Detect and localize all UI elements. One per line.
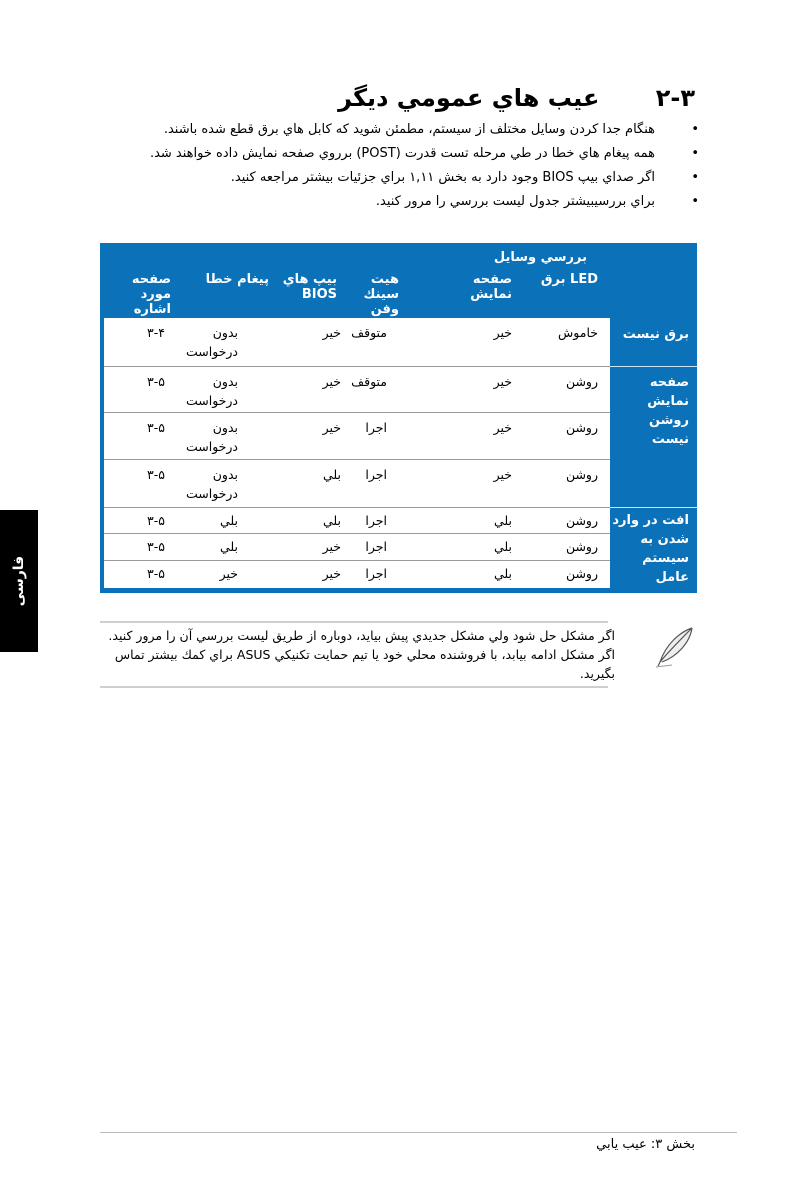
table-cell: بدون درخواست xyxy=(185,467,238,501)
table-cell: بلي xyxy=(322,467,341,482)
header-bios-beeps: بيپ هاي BIOS xyxy=(282,272,337,302)
table-cell: بلي xyxy=(219,513,238,528)
footer-text: بخش ۳: عيب يابي xyxy=(596,1137,695,1152)
table-cell: متوقف xyxy=(351,325,387,340)
language-tab-label: فارسی xyxy=(11,555,27,607)
table-cell: روشن xyxy=(565,374,598,389)
table-row: خاموش خير متوقف خير بدون درخواست ۳-۴ xyxy=(104,318,610,366)
table-cell: خير xyxy=(322,325,341,340)
table-row: روشن خير اجرا بلي بدون درخواست ۳-۵ xyxy=(104,459,610,508)
header-display: صفحه نمايش xyxy=(470,272,512,302)
table-cell: خير xyxy=(493,420,512,435)
table-cell: بلي xyxy=(493,539,512,554)
header-heatsink: هيت سينك وفن xyxy=(363,272,399,317)
table-cell: بلي xyxy=(322,513,341,528)
table-cell: اجرا xyxy=(365,539,387,554)
language-tab: فارسی xyxy=(0,510,38,652)
bullet-list: هنگام جدا كردن وسايل مختلف از سيستم، مطم… xyxy=(59,118,699,214)
table-cell: خير xyxy=(493,467,512,482)
group-label: صفحه نمايش روشن نيست xyxy=(647,375,689,447)
bullet-item: براي بررسيبيشتر جدول ليست بررسي را مرور … xyxy=(59,190,699,214)
table-row: روشن بلي اجرا بلي بلي ۳-۵ xyxy=(104,507,610,534)
table-cell: خاموش xyxy=(558,325,598,340)
group-header: بررسي وسايل xyxy=(493,250,587,265)
table-row: روشن بلي اجرا خير بلي ۳-۵ xyxy=(104,533,610,561)
feather-icon xyxy=(655,627,693,668)
table-cell: بدون درخواست xyxy=(185,420,238,454)
table-cell: خير xyxy=(493,325,512,340)
table-cell: خير xyxy=(322,420,341,435)
header-led: LED برق xyxy=(540,272,598,287)
bullet-item: همه پيغام هاي خطا در طي مرحله تست قدرت (… xyxy=(59,142,699,166)
group-label: افت در وارد شدن به سيستم عامل xyxy=(612,513,689,585)
table-cell: اجرا xyxy=(365,513,387,528)
table-cell: خير xyxy=(322,374,341,389)
header-error: پيغام خطا xyxy=(205,272,269,287)
table-cell: ۳-۵ xyxy=(147,539,165,554)
table-cell: ۳-۵ xyxy=(147,467,165,482)
note-text: اگر مشكل حل شود ولي مشكل جديدي پيش بيايد… xyxy=(108,628,615,681)
section-heading: ۲-۳ عيب هاي عمومي ديگر xyxy=(338,84,695,112)
section-number: ۲-۳ xyxy=(655,84,695,112)
table-cell: خير xyxy=(493,374,512,389)
table-cell: ۳-۵ xyxy=(147,566,165,581)
table-cell: متوقف xyxy=(351,374,387,389)
table-cell: روشن xyxy=(565,420,598,435)
table-cell: اجرا xyxy=(365,420,387,435)
table-cell: اجرا xyxy=(365,566,387,581)
bullet-item: هنگام جدا كردن وسايل مختلف از سيستم، مطم… xyxy=(59,118,699,142)
header-page: صفحه مورد اشاره xyxy=(131,272,171,317)
table-cell: روشن xyxy=(565,513,598,528)
table-cell: بلي xyxy=(219,539,238,554)
table-cell: روشن xyxy=(565,539,598,554)
table-cell: بلي xyxy=(493,566,512,581)
table-cell: خير xyxy=(322,566,341,581)
table-body: خاموش خير متوقف خير بدون درخواست ۳-۴ روشن خير مت… xyxy=(104,318,610,588)
table-cell: روشن xyxy=(565,467,598,482)
table-cell: روشن xyxy=(565,566,598,581)
table-cell: بلي xyxy=(493,513,512,528)
table-cell: ۳-۵ xyxy=(147,420,165,435)
group-label: برق نيست xyxy=(622,327,689,342)
table-cell: خير xyxy=(322,539,341,554)
table-row: روشن بلي اجرا خير خير ۳-۵ xyxy=(104,560,610,588)
table-cell: بدون درخواست xyxy=(185,374,238,408)
table-cell: بدون درخواست xyxy=(185,325,238,359)
section-title: عيب هاي عمومي ديگر xyxy=(338,84,600,112)
troubleshooting-table: بررسي وسايل LED برق صفحه نمايش هيت سينك … xyxy=(100,243,697,593)
table-cell: اجرا xyxy=(365,467,387,482)
table-row: روشن خير متوقف خير بدون درخواست ۳-۵ xyxy=(104,366,610,413)
table-row: روشن خير اجرا خير بدون درخواست ۳-۵ xyxy=(104,412,610,460)
table-cell: ۳-۴ xyxy=(147,325,165,340)
table-cell: ۳-۵ xyxy=(147,513,165,528)
table-cell: خير xyxy=(219,566,238,581)
table-cell: ۳-۵ xyxy=(147,374,165,389)
bullet-item: اگر صداي بيپ BIOS وجود دارد به بخش ۱,۱۱ … xyxy=(59,166,699,190)
